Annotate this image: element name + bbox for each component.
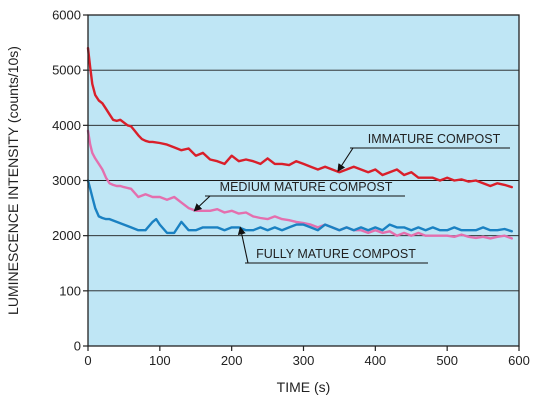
x-tick-label-4: 400 <box>364 353 386 368</box>
y-tick-label-6: 6000 <box>52 8 81 23</box>
x-axis-title: TIME (s) <box>277 379 331 395</box>
series-line-1 <box>86 129 513 240</box>
annotations: IMMATURE COMPOST MEDIUM MATURE COMPOST FUL… <box>193 132 510 264</box>
y-tick-label-4: 4000 <box>52 118 81 133</box>
y-tick-label-0: 0 <box>74 339 81 354</box>
y-tick-label-5: 5000 <box>52 63 81 78</box>
y-axis-title: LUMINESCENCE INTENSITY (counts/10s) <box>5 46 21 315</box>
y-tick-label-3: 3000 <box>52 173 81 188</box>
y-tick-label-2: 2000 <box>52 228 81 243</box>
gridlines <box>88 69 519 292</box>
annotation-arrow-2 <box>237 226 249 264</box>
series-line-0 <box>86 46 513 189</box>
x-tick-label-3: 300 <box>293 353 315 368</box>
axis-ticks: 0 100 2000 3000 4000 5000 6000 0 100 200 300 400 500… <box>52 8 530 369</box>
annotation-label-2: FULLY MATURE COMPOST <box>256 247 416 261</box>
x-tick-label-0: 0 <box>84 353 91 368</box>
y-tick-label-1: 100 <box>59 283 81 298</box>
annotation-label-1: MEDIUM MATURE COMPOST <box>220 180 393 194</box>
x-tick-label-2: 200 <box>221 353 243 368</box>
x-tick-label-6: 600 <box>508 353 530 368</box>
annotation-arrow-0 <box>337 147 354 172</box>
annotation-label-0: IMMATURE COMPOST <box>368 132 501 146</box>
series-lines <box>86 46 513 240</box>
series-line-2 <box>86 179 513 235</box>
x-tick-label-1: 100 <box>149 353 171 368</box>
annotation-arrow-1 <box>193 195 211 212</box>
x-tick-label-5: 500 <box>436 353 458 368</box>
